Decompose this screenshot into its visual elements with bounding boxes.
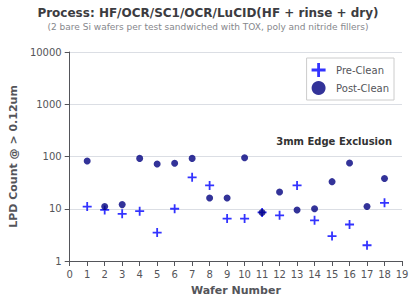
svg-text:10: 10 [49, 203, 62, 214]
svg-text:Post-Clean: Post-Clean [336, 83, 389, 94]
svg-text:15: 15 [326, 269, 339, 280]
svg-text:LPD Count @ > 0.12um: LPD Count @ > 0.12um [7, 85, 20, 228]
svg-text:17: 17 [361, 269, 374, 280]
svg-text:1: 1 [84, 269, 90, 280]
svg-text:11: 11 [256, 269, 269, 280]
svg-text:12: 12 [273, 269, 286, 280]
svg-text:Process: HF/OCR/SC1/OCR/LuCID(: Process: HF/OCR/SC1/OCR/LuCID(HF + rinse… [37, 6, 378, 20]
svg-text:1000: 1000 [36, 99, 61, 110]
svg-text:19: 19 [396, 269, 409, 280]
svg-text:14: 14 [308, 269, 321, 280]
svg-text:18: 18 [378, 269, 391, 280]
svg-text:13: 13 [291, 269, 304, 280]
svg-text:6: 6 [171, 269, 177, 280]
svg-text:0: 0 [67, 269, 73, 280]
svg-text:16: 16 [343, 269, 356, 280]
svg-text:7: 7 [189, 269, 195, 280]
svg-text:Wafer Number: Wafer Number [191, 284, 281, 297]
svg-text:9: 9 [224, 269, 230, 280]
svg-text:100: 100 [43, 151, 62, 162]
svg-text:10000: 10000 [30, 47, 62, 58]
svg-text:3mm Edge Exclusion: 3mm Edge Exclusion [276, 136, 392, 147]
svg-text:1: 1 [55, 256, 61, 267]
svg-text:(2 bare Si wafers per test san: (2 bare Si wafers per test sandwiched wi… [47, 22, 368, 32]
svg-text:4: 4 [136, 269, 142, 280]
svg-text:2: 2 [102, 269, 108, 280]
svg-text:3: 3 [119, 269, 125, 280]
svg-text:10: 10 [238, 269, 251, 280]
svg-text:5: 5 [154, 269, 160, 280]
svg-text:8: 8 [206, 269, 212, 280]
svg-text:Pre-Clean: Pre-Clean [336, 65, 384, 76]
